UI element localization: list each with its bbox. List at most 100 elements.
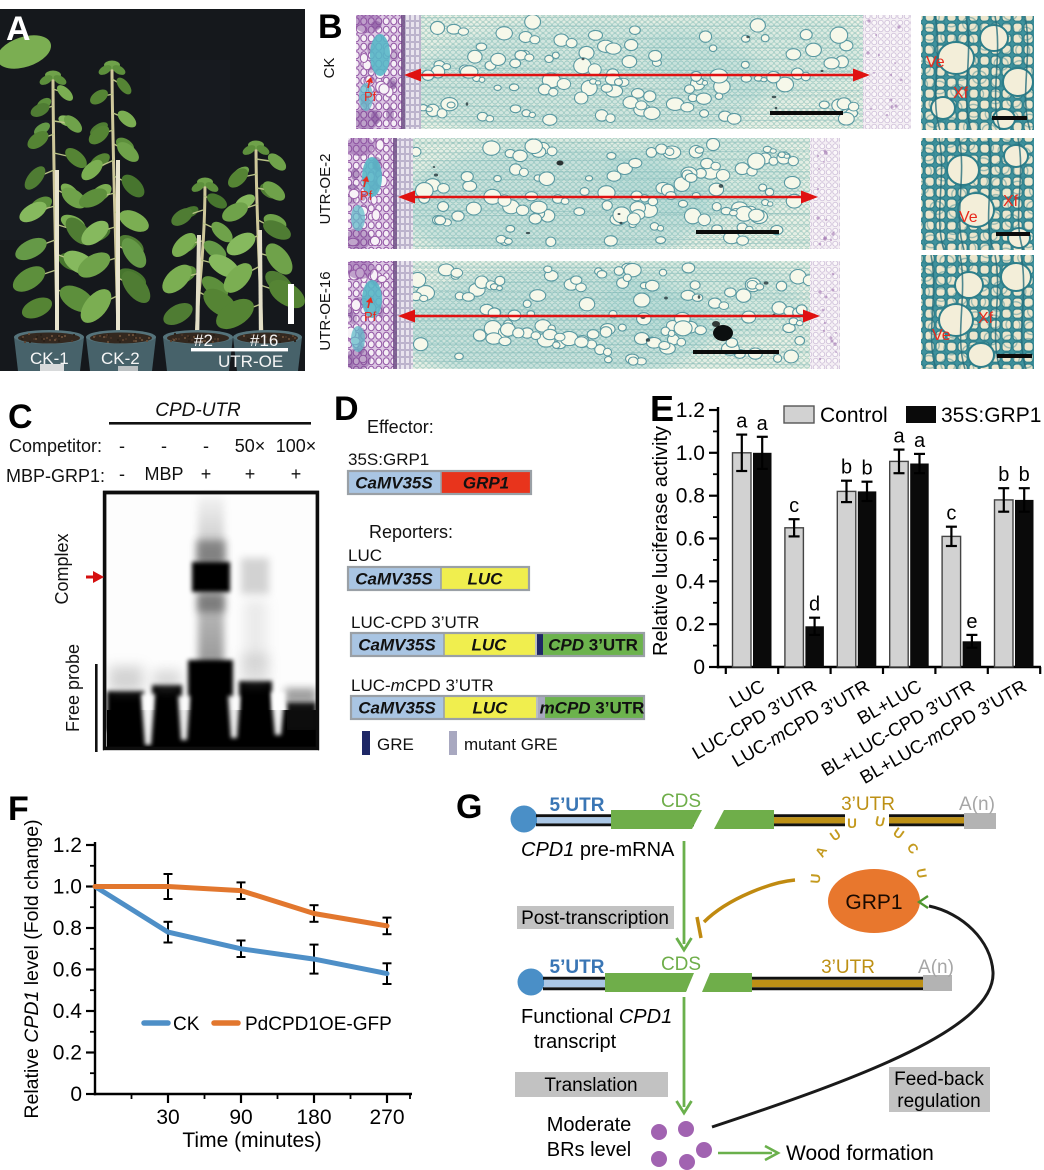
svg-text:a: a (757, 413, 769, 435)
svg-text:Ve: Ve (959, 209, 978, 226)
svg-text:GRP1: GRP1 (463, 474, 509, 493)
svg-text:U: U (808, 873, 824, 884)
svg-text:F: F (8, 790, 29, 828)
svg-text:C: C (904, 840, 922, 857)
svg-text:#2: #2 (194, 331, 213, 350)
svg-text:-: - (119, 464, 125, 484)
svg-text:Pf: Pf (364, 89, 377, 104)
svg-text:E: E (650, 390, 674, 429)
svg-text:b: b (861, 458, 872, 480)
svg-text:LUC: LUC (468, 570, 504, 589)
svg-text:35S:GRP1: 35S:GRP1 (941, 404, 1041, 427)
svg-text:5’UTR: 5’UTR (550, 957, 605, 978)
svg-text:Wood formation: Wood formation (786, 1142, 934, 1165)
svg-text:+: + (201, 464, 212, 484)
svg-text:mCPD 3’UTR: mCPD 3’UTR (540, 699, 645, 718)
svg-text:BRs level: BRs level (547, 1139, 631, 1161)
svg-text:B: B (318, 8, 343, 46)
svg-text:LUC-mCPD 3’UTR: LUC-mCPD 3’UTR (351, 676, 494, 695)
svg-text:Functional CPD1: Functional CPD1 (521, 1006, 672, 1028)
svg-text:1.2: 1.2 (676, 399, 705, 422)
svg-text:Ve: Ve (926, 54, 945, 71)
svg-text:#16: #16 (250, 331, 278, 350)
svg-text:Xf: Xf (1003, 193, 1019, 210)
svg-text:5’UTR: 5’UTR (550, 795, 605, 816)
svg-text:mutant GRE: mutant GRE (464, 735, 558, 754)
svg-text:3’UTR: 3’UTR (841, 794, 895, 815)
svg-text:-: - (119, 436, 125, 456)
svg-text:0.6: 0.6 (676, 528, 705, 551)
svg-text:a: a (914, 430, 926, 452)
svg-text:1.2: 1.2 (53, 834, 82, 857)
svg-text:U: U (847, 816, 857, 831)
svg-text:CDS: CDS (661, 954, 701, 975)
svg-text:b: b (1019, 464, 1030, 486)
svg-text:0.2: 0.2 (53, 1042, 82, 1065)
svg-text:D: D (334, 390, 359, 428)
svg-text:Time (minutes): Time (minutes) (182, 1129, 321, 1152)
svg-text:LUC: LUC (348, 546, 382, 565)
svg-text:30: 30 (156, 1106, 179, 1129)
svg-text:CK-1: CK-1 (30, 349, 69, 368)
svg-text:PdCPD1OE-GFP: PdCPD1OE-GFP (245, 1014, 392, 1035)
svg-text:LUC: LUC (473, 699, 509, 718)
svg-text:c: c (946, 503, 956, 525)
svg-text:270: 270 (369, 1106, 404, 1129)
svg-text:Pf: Pf (364, 309, 377, 324)
svg-text:Translation: Translation (544, 1075, 637, 1096)
svg-text:c: c (789, 495, 799, 517)
svg-text:A: A (812, 844, 830, 860)
svg-text:LUC: LUC (472, 636, 508, 655)
svg-text:LUC-CPD 3’UTR: LUC-CPD 3’UTR (351, 613, 479, 632)
svg-text:d: d (809, 594, 820, 616)
svg-text:CK-2: CK-2 (101, 349, 140, 368)
svg-text:-: - (203, 436, 209, 456)
svg-text:0: 0 (693, 656, 705, 679)
svg-text:Free probe: Free probe (63, 644, 83, 732)
svg-text:CK: CK (173, 1014, 200, 1035)
svg-text:Control: Control (820, 404, 888, 427)
svg-text:Moderate: Moderate (547, 1114, 632, 1136)
svg-text:Complex: Complex (52, 533, 72, 604)
svg-text:U: U (874, 813, 887, 830)
svg-text:0.4: 0.4 (676, 570, 706, 593)
svg-text:U: U (913, 867, 929, 879)
svg-text:Xf: Xf (978, 310, 994, 327)
svg-text:b: b (998, 464, 1009, 486)
svg-text:CK: CK (321, 58, 338, 79)
svg-text:180: 180 (296, 1106, 331, 1129)
svg-text:MBP-GRP1:: MBP-GRP1: (6, 466, 105, 486)
svg-text:Pf: Pf (360, 188, 373, 203)
svg-text:100×: 100× (276, 436, 317, 456)
svg-text:+: + (291, 464, 302, 484)
svg-text:3’UTR: 3’UTR (821, 957, 875, 978)
svg-text:U: U (827, 826, 844, 844)
svg-text:UTR-OE: UTR-OE (218, 352, 283, 371)
svg-text:1.0: 1.0 (53, 876, 82, 899)
svg-text:UTR-OE-2: UTR-OE-2 (317, 154, 334, 225)
svg-text:Reporters:: Reporters: (369, 522, 453, 542)
svg-text:b: b (841, 457, 852, 479)
svg-text:1.0: 1.0 (676, 442, 705, 465)
svg-text:UTR-OE-16: UTR-OE-16 (317, 271, 334, 350)
svg-text:GRE: GRE (377, 735, 414, 754)
svg-text:Feed-back: Feed-back (894, 1069, 984, 1090)
svg-text:Relative CPD1 level (Fold chan: Relative CPD1 level (Fold change) (21, 819, 43, 1118)
svg-text:0.4: 0.4 (53, 1000, 83, 1023)
svg-text:CPD1 pre-mRNA: CPD1 pre-mRNA (521, 839, 675, 861)
svg-text:e: e (966, 611, 977, 633)
svg-text:0.8: 0.8 (676, 485, 705, 508)
svg-text:0.6: 0.6 (53, 959, 82, 982)
svg-text:a: a (736, 411, 748, 433)
svg-text:GRP1: GRP1 (845, 891, 902, 914)
svg-text:+: + (245, 464, 256, 484)
svg-text:90: 90 (229, 1106, 252, 1129)
svg-text:Relative luciferase activity: Relative luciferase activity (650, 426, 672, 656)
svg-text:Xf: Xf (953, 85, 969, 102)
svg-text:0.8: 0.8 (53, 917, 82, 940)
svg-text:Ve: Ve (932, 327, 951, 344)
svg-text:A(n): A(n) (918, 957, 954, 978)
svg-text:Post-transcription: Post-transcription (521, 908, 669, 929)
svg-text:50×: 50× (235, 436, 266, 456)
svg-text:CDS: CDS (661, 791, 701, 812)
